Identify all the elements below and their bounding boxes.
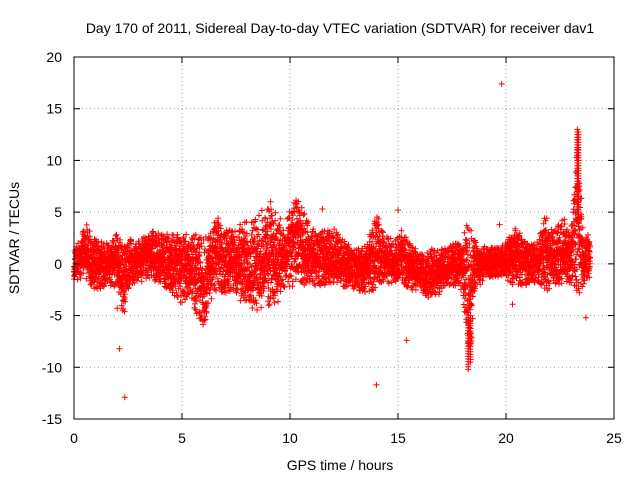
data-point [198,243,205,250]
data-point [95,238,102,245]
data-point [75,240,82,247]
data-point [191,235,198,242]
data-point [179,299,186,306]
data-point [165,235,172,242]
data-point [203,308,210,315]
data-point [192,231,199,238]
chart-title: Day 170 of 2011, Sidereal Day-to-day VTE… [86,20,595,36]
data-point [122,298,129,305]
data-point [213,271,220,278]
data-point [117,236,124,243]
data-point [128,237,134,244]
data-point [184,291,191,298]
data-point [86,233,93,240]
data-point [118,302,125,309]
data-point [209,274,216,281]
data-point [213,287,219,294]
data-point [111,283,118,290]
data-point [125,284,132,291]
data-point [192,306,199,313]
data-point [103,275,110,282]
data-point [189,288,196,295]
data-point [121,308,128,315]
data-point [196,253,203,259]
data-point [177,283,184,290]
data-point [200,278,207,285]
data-point [185,290,192,297]
data-point [167,238,174,245]
data-point [126,281,133,288]
data-point [204,290,210,297]
data-point [121,291,128,298]
data-point [80,270,87,277]
data-point [203,300,210,307]
data-point [119,252,126,259]
data-point [169,287,176,294]
data-point [182,296,189,303]
data-point [132,241,139,248]
data-point [211,281,218,288]
data-point [79,229,86,235]
data-point [182,238,189,245]
data-point [192,300,198,307]
data-point [138,278,145,285]
data-point [173,289,180,296]
data-point [136,240,143,247]
data-point [110,238,117,245]
data-point [200,321,207,328]
data-point [120,305,127,312]
data-point [113,231,120,238]
data-point [176,243,183,250]
data-point [174,293,181,300]
data-point [77,275,84,282]
data-point [202,316,209,323]
data-point [80,228,87,235]
data-point [166,268,173,274]
data-point [86,228,93,234]
data-points [71,80,594,401]
data-point [205,300,211,306]
data-point [193,298,200,305]
data-point [201,246,208,253]
data-point [183,274,190,281]
data-point [208,295,215,302]
data-point [183,231,190,238]
data-point [105,242,112,249]
data-point [181,289,188,296]
data-point [181,238,188,244]
data-point [199,265,206,272]
data-point [155,230,162,237]
data-point [101,245,108,252]
data-point [197,259,204,265]
